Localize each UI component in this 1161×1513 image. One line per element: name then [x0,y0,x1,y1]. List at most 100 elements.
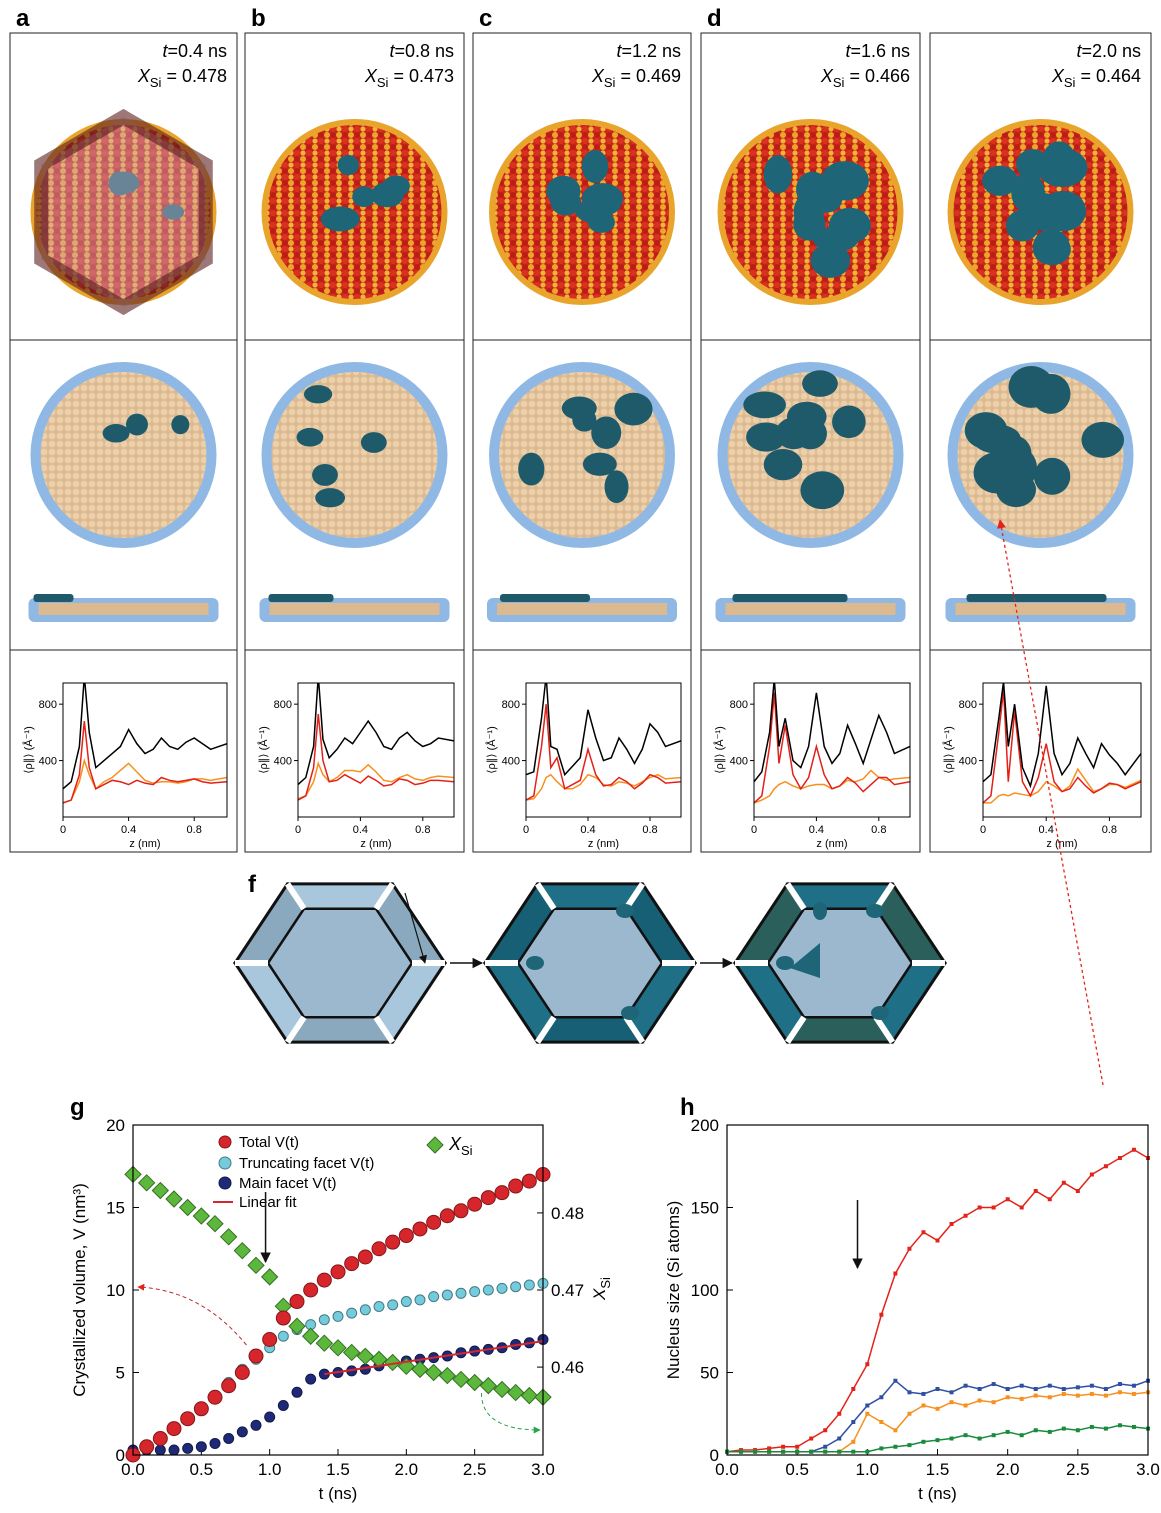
nucleus [810,182,843,212]
point [1006,1197,1010,1201]
point [795,1445,799,1449]
time-value: =1.6 ns [850,41,910,61]
fraction-label: XSi = 0.473 [364,66,454,90]
y2-label-sub: Si [598,1277,613,1289]
nucleus [338,155,359,175]
density-line [983,690,1141,803]
y-tick-label: 10 [106,1281,125,1300]
point [221,1229,237,1245]
point [921,1230,925,1234]
nucleus [518,453,544,486]
y-axis-label: Nucleus size (Si atoms) [664,1201,683,1380]
nucleus [1041,191,1086,231]
point [865,1412,869,1416]
point [921,1404,925,1408]
point [181,1412,195,1426]
x-tick-label: 0 [980,824,986,836]
point [470,1287,480,1297]
y-tick-label: 150 [691,1199,719,1218]
side-nucleus [733,594,848,602]
point [1090,1173,1094,1177]
point [893,1379,897,1383]
frame-cell [701,650,920,852]
time-value: =0.8 ns [394,41,454,61]
point [453,1371,469,1387]
nucleus [982,166,1018,196]
point [290,1295,304,1309]
time-label: t=2.0 ns [1076,41,1141,61]
legend-name: X [448,1134,462,1154]
point [497,1283,507,1293]
point [167,1422,181,1436]
fraction-sub: Si [604,75,616,90]
point [1118,1382,1122,1386]
point [1104,1387,1108,1391]
time-label: t=0.8 ns [389,41,454,61]
particle-mid [267,367,443,543]
point [426,1365,442,1381]
point [278,1331,288,1341]
density-line [754,770,910,802]
panel-label: b [251,5,266,32]
point [1020,1433,1024,1437]
point [194,1402,208,1416]
point [893,1272,897,1276]
point [521,1388,537,1404]
nucleus [866,904,884,918]
y-axis-label: ⟨ρ∥⟩ (Å⁻¹) [22,726,35,774]
point [823,1450,827,1454]
y-tick-label: 800 [730,699,748,711]
x-axis-label: z (nm) [129,838,160,850]
panel-label: f [248,871,257,898]
x-axis-label: z (nm) [1046,838,1077,850]
fraction-equals: = [161,66,182,86]
point [224,1434,234,1444]
side-nucleus [500,594,590,602]
point [468,1197,482,1211]
point [893,1445,897,1449]
time-label: t=1.6 ns [845,41,910,61]
legend-swatch [427,1137,443,1153]
point [1090,1392,1094,1396]
x-tick-label: 1.0 [258,1460,282,1479]
point [921,1392,925,1396]
time-value: =2.0 ns [1081,41,1141,61]
nucleus [297,428,324,447]
point [442,1290,452,1300]
point [249,1349,263,1363]
point [483,1285,493,1295]
nucleus [1009,366,1055,408]
y-tick-label: 800 [502,699,520,711]
y-tick-label: 800 [274,699,292,711]
point [837,1437,841,1441]
point [1076,1385,1080,1389]
figure: f at=0.4 nsXSi = 0.47800.40.8400800z (nm… [0,0,1161,1513]
point [1090,1425,1094,1429]
point [1090,1384,1094,1388]
point [837,1412,841,1416]
point [907,1390,911,1394]
density-line [983,682,1141,786]
y-axis-label: ⟨ρ∥⟩ (Å⁻¹) [713,726,726,774]
point [781,1445,785,1449]
panel-label: c [479,5,492,32]
point [456,1288,466,1298]
point [936,1438,940,1442]
y-tick-label: 0 [710,1446,719,1465]
point [1006,1430,1010,1434]
point [823,1445,827,1449]
point [809,1437,813,1441]
point [879,1420,883,1424]
point [152,1183,168,1199]
point [907,1412,911,1416]
point [196,1442,206,1452]
point [427,1215,441,1229]
point [155,1445,165,1455]
density-line [526,676,681,775]
point [292,1387,302,1397]
nucleus [312,464,338,486]
point [166,1191,182,1207]
point [319,1315,329,1325]
legend-swatch [219,1136,231,1148]
y2-label-symbol: X [590,1288,609,1301]
